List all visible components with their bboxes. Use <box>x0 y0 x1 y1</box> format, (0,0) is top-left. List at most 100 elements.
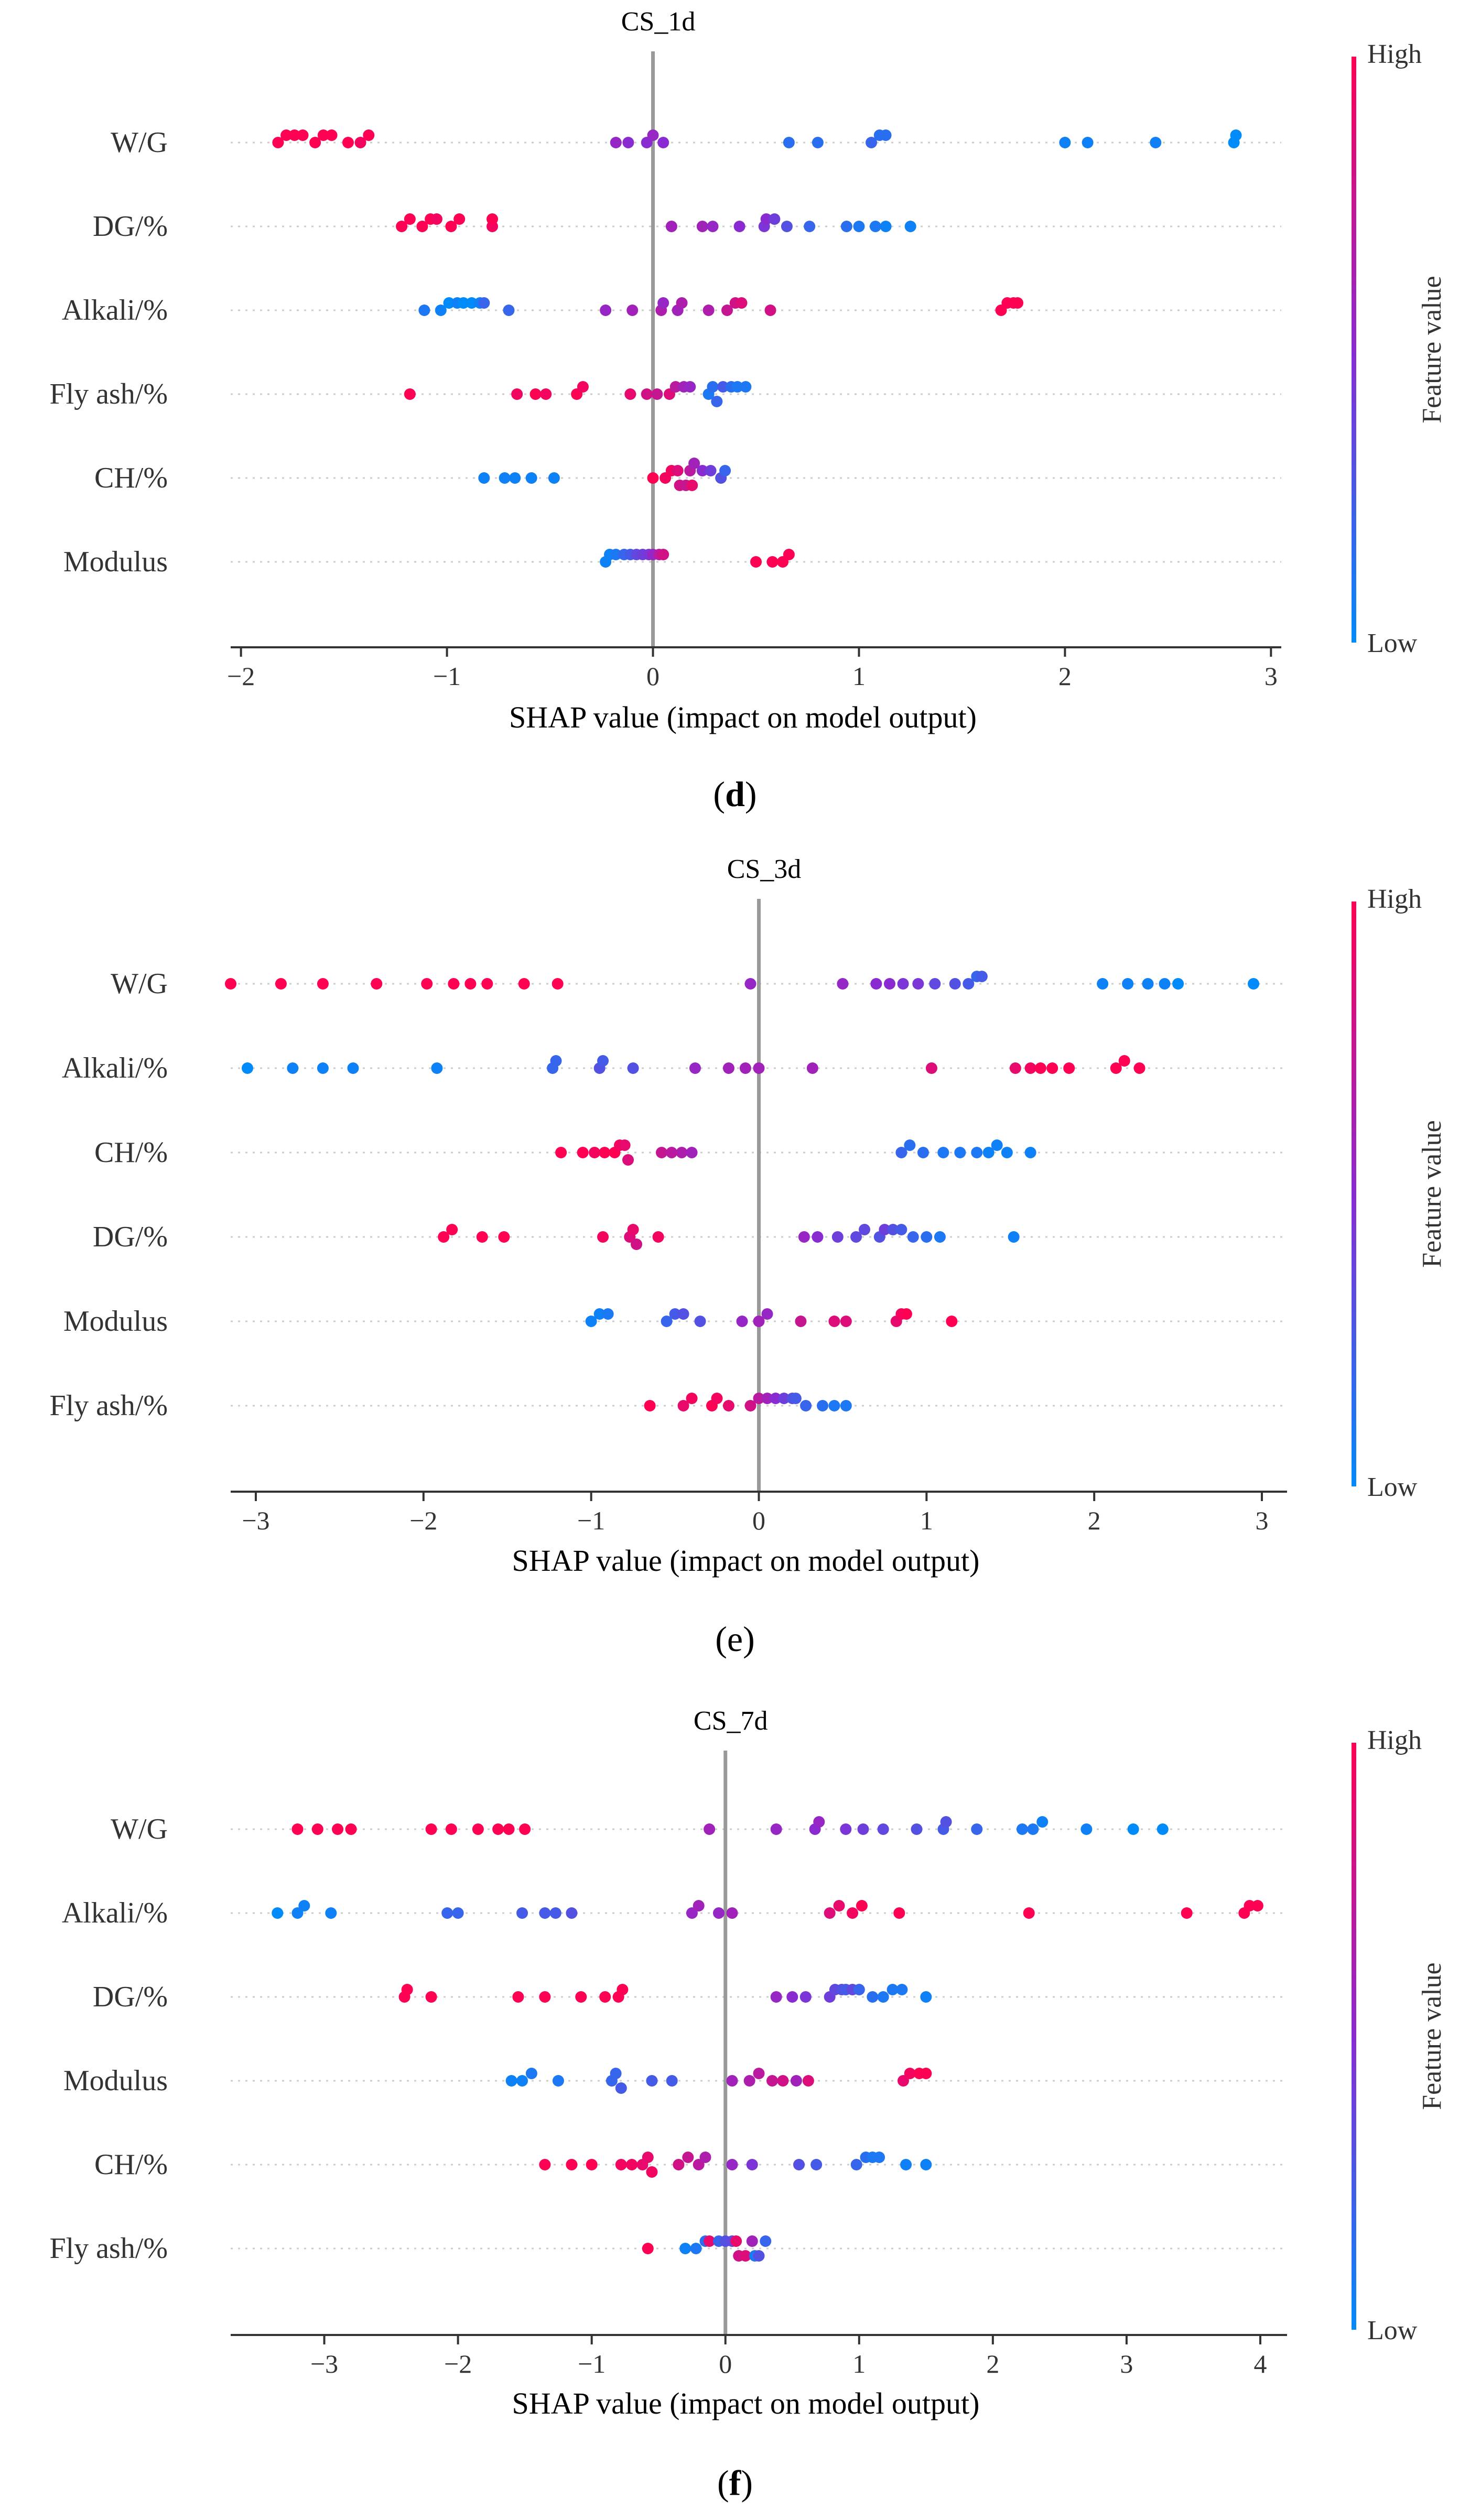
shap-point <box>503 1823 515 1835</box>
shap-point <box>804 221 816 232</box>
shap-point <box>694 1316 706 1327</box>
shap-point <box>552 2075 564 2087</box>
shap-point <box>586 2159 598 2170</box>
shap-point <box>665 221 677 232</box>
shap-point <box>539 1991 551 2003</box>
shap-point <box>705 465 717 476</box>
x-tick-label: −3 <box>310 2349 338 2378</box>
shap-point <box>1001 1147 1013 1158</box>
shap-point <box>487 213 499 225</box>
shap-point <box>404 213 416 225</box>
shap-point <box>895 1147 907 1158</box>
shap-point <box>673 2159 685 2170</box>
shap-point <box>317 129 329 141</box>
shap-point <box>753 2250 765 2262</box>
feature-label: Alkali/% <box>62 1052 168 1084</box>
shap-point <box>661 1316 673 1327</box>
shap-point <box>684 381 696 393</box>
x-tick-label: −2 <box>444 2349 472 2378</box>
shap-point <box>824 1907 836 1919</box>
shap-point <box>883 978 895 990</box>
x-tick-label: −1 <box>433 661 461 691</box>
shap-point <box>655 1147 667 1158</box>
shap-point <box>812 1231 824 1243</box>
shap-point <box>641 388 653 400</box>
colorbar-title: Feature value <box>1417 1962 1447 2110</box>
shap-point <box>693 2159 705 2170</box>
feature-label: W/G <box>111 126 168 159</box>
shap-point <box>904 2068 916 2079</box>
shap-point <box>1059 137 1071 148</box>
feature-label: Modulus <box>63 2065 168 2097</box>
shap-point <box>540 388 552 400</box>
shap-point <box>672 465 684 476</box>
feature-label: W/G <box>111 1813 168 1845</box>
shap-point <box>476 1231 488 1243</box>
shap-point <box>837 978 849 990</box>
shap-point <box>622 137 634 148</box>
shap-point <box>722 1400 734 1411</box>
colorbar-low-label: Low <box>1367 1472 1418 1502</box>
shap-point <box>873 2152 885 2163</box>
shap-point <box>790 2075 802 2087</box>
shap-point <box>472 1823 484 1835</box>
shap-point <box>291 1907 304 1919</box>
shap-point <box>840 1400 852 1411</box>
shap-point <box>631 1239 643 1250</box>
shap-point <box>478 472 490 484</box>
shap-point <box>722 1062 734 1074</box>
shap-point <box>1172 978 1184 990</box>
shap-point <box>418 305 430 316</box>
shap-point <box>676 297 688 309</box>
shap-point <box>617 1984 629 1995</box>
shap-point <box>1156 1823 1169 1835</box>
shap-point <box>401 1984 413 1995</box>
shap-point <box>518 978 530 990</box>
shap-point <box>769 213 781 225</box>
feature-label: CH/% <box>94 2148 168 2181</box>
panel-caption: (d) <box>713 774 756 814</box>
shap-point <box>802 2075 814 2087</box>
colorbar <box>1352 1743 1356 2330</box>
shap-point <box>492 1823 504 1835</box>
shap-point <box>597 1055 609 1067</box>
shap-point <box>778 1393 790 1404</box>
shap-point <box>566 2159 578 2170</box>
shap-point <box>345 1823 357 1835</box>
shap-point <box>1063 1062 1075 1074</box>
shap-point <box>657 137 669 148</box>
shap-point <box>452 1907 464 1919</box>
feature-label: Alkali/% <box>62 1897 168 1929</box>
shap-point <box>707 381 719 393</box>
shap-point <box>1012 297 1024 309</box>
shap-point <box>753 1062 765 1074</box>
shap-point <box>746 2159 758 2170</box>
shap-point <box>777 2075 789 2087</box>
shap-point <box>726 2159 738 2170</box>
shap-point <box>646 2166 658 2178</box>
shap-point <box>275 978 287 990</box>
shap-point <box>1097 978 1109 990</box>
shap-point <box>702 305 715 316</box>
shap-point <box>280 129 293 141</box>
shap-point <box>1248 978 1260 990</box>
shap-point <box>317 978 329 990</box>
x-tick-label: 0 <box>752 1506 765 1535</box>
shap-point <box>900 1308 912 1320</box>
shap-point <box>225 978 236 990</box>
shap-point <box>760 213 772 225</box>
x-tick-label: −1 <box>577 1506 605 1535</box>
shap-point <box>627 1224 639 1235</box>
shap-point <box>869 221 881 232</box>
shap-point <box>896 1984 908 1995</box>
shap-point <box>739 1062 751 1074</box>
shap-point <box>610 137 622 148</box>
panel-title: CS_3d <box>727 854 802 884</box>
shap-point <box>525 472 537 484</box>
shap-point <box>850 1231 862 1243</box>
shap-point <box>699 2152 711 2163</box>
shap-point <box>877 1823 889 1835</box>
shap-point <box>241 1062 253 1074</box>
shap-point <box>525 2068 537 2079</box>
shap-point <box>431 1062 443 1074</box>
